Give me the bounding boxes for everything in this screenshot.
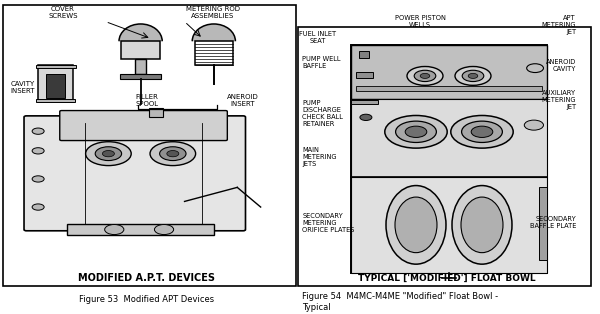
Circle shape bbox=[468, 73, 478, 78]
Circle shape bbox=[414, 70, 436, 82]
Text: SECONDARY
METERING
ORIFICE PLATES: SECONDARY METERING ORIFICE PLATES bbox=[302, 213, 355, 233]
Bar bbox=[351, 99, 547, 177]
Bar bbox=[351, 45, 547, 99]
Circle shape bbox=[521, 103, 547, 116]
Bar bbox=[298, 27, 591, 286]
FancyBboxPatch shape bbox=[60, 111, 227, 141]
Text: Figure 53  Modified APT Devices: Figure 53 Modified APT Devices bbox=[79, 295, 215, 304]
Text: CAVITY
INSERT: CAVITY INSERT bbox=[11, 81, 35, 95]
Text: Figure 54  M4MC-M4ME "Modified" Float Bowl -
Typical: Figure 54 M4MC-M4ME "Modified" Float Bow… bbox=[302, 292, 499, 312]
Ellipse shape bbox=[452, 186, 512, 264]
Text: PUMP WELL
BAFFLE: PUMP WELL BAFFLE bbox=[302, 56, 341, 69]
Text: POWER PISTON
WELLS: POWER PISTON WELLS bbox=[395, 15, 445, 29]
Circle shape bbox=[471, 126, 493, 138]
Polygon shape bbox=[192, 24, 235, 41]
Circle shape bbox=[154, 225, 173, 235]
Bar bbox=[351, 45, 547, 273]
Circle shape bbox=[524, 120, 544, 130]
Bar bbox=[356, 72, 373, 78]
Circle shape bbox=[395, 121, 436, 143]
Text: FUEL INLET
SEAT: FUEL INLET SEAT bbox=[299, 31, 337, 44]
Text: TYPICAL ['MODIFIED'] FLOAT BOWL: TYPICAL ['MODIFIED'] FLOAT BOWL bbox=[358, 273, 536, 282]
Text: PUMP
DISCHARGE
CHECK BALL
RETAINER: PUMP DISCHARGE CHECK BALL RETAINER bbox=[302, 100, 343, 127]
Bar bbox=[135, 58, 146, 74]
Circle shape bbox=[95, 147, 122, 160]
Bar bbox=[149, 108, 163, 117]
Text: MODIFIED A.P.T. DEVICES: MODIFIED A.P.T. DEVICES bbox=[79, 273, 215, 283]
Circle shape bbox=[103, 150, 115, 157]
Text: AUXILIARY
METERING
JET: AUXILIARY METERING JET bbox=[542, 90, 576, 111]
FancyBboxPatch shape bbox=[24, 116, 245, 231]
Circle shape bbox=[451, 116, 513, 148]
Bar bbox=[195, 41, 233, 65]
Circle shape bbox=[150, 142, 196, 165]
Polygon shape bbox=[119, 24, 162, 41]
Circle shape bbox=[104, 225, 124, 235]
Bar bbox=[67, 224, 214, 235]
Circle shape bbox=[385, 116, 447, 148]
Bar bbox=[121, 41, 160, 58]
Bar bbox=[351, 100, 378, 104]
Circle shape bbox=[86, 142, 131, 165]
Bar bbox=[3, 5, 296, 286]
Circle shape bbox=[32, 204, 44, 210]
Circle shape bbox=[461, 121, 502, 143]
Ellipse shape bbox=[395, 197, 437, 253]
Circle shape bbox=[462, 70, 484, 82]
Circle shape bbox=[527, 64, 544, 73]
Circle shape bbox=[32, 148, 44, 154]
Ellipse shape bbox=[461, 197, 503, 253]
Circle shape bbox=[32, 176, 44, 182]
Circle shape bbox=[455, 67, 491, 85]
Text: ANEROID
INSERT: ANEROID INSERT bbox=[227, 94, 259, 107]
Text: METERING ROD
ASSEMBLIES: METERING ROD ASSEMBLIES bbox=[186, 6, 240, 19]
Text: ANEROID
CAVITY: ANEROID CAVITY bbox=[546, 59, 576, 73]
Bar bbox=[539, 187, 547, 260]
Bar bbox=[356, 86, 542, 91]
Text: COVER
SCREWS: COVER SCREWS bbox=[48, 6, 78, 19]
Bar bbox=[38, 65, 73, 102]
Circle shape bbox=[405, 126, 427, 138]
Text: APT
METERING
JET: APT METERING JET bbox=[542, 15, 576, 35]
Bar bbox=[37, 99, 75, 102]
Text: MAIN
METERING
JETS: MAIN METERING JETS bbox=[302, 147, 337, 167]
Text: SECONDARY
BAFFLE PLATE: SECONDARY BAFFLE PLATE bbox=[530, 216, 576, 230]
Bar bbox=[46, 74, 65, 98]
Circle shape bbox=[360, 114, 372, 121]
Circle shape bbox=[167, 150, 179, 157]
Circle shape bbox=[32, 128, 44, 134]
Bar bbox=[120, 74, 161, 79]
Bar bbox=[35, 64, 76, 68]
Ellipse shape bbox=[386, 186, 446, 264]
Text: FILLER
SPOOL: FILLER SPOOL bbox=[136, 94, 158, 107]
Bar bbox=[351, 177, 547, 273]
Circle shape bbox=[527, 106, 541, 113]
Circle shape bbox=[407, 67, 443, 85]
Circle shape bbox=[160, 147, 186, 160]
Circle shape bbox=[420, 73, 430, 78]
Bar bbox=[359, 51, 369, 58]
